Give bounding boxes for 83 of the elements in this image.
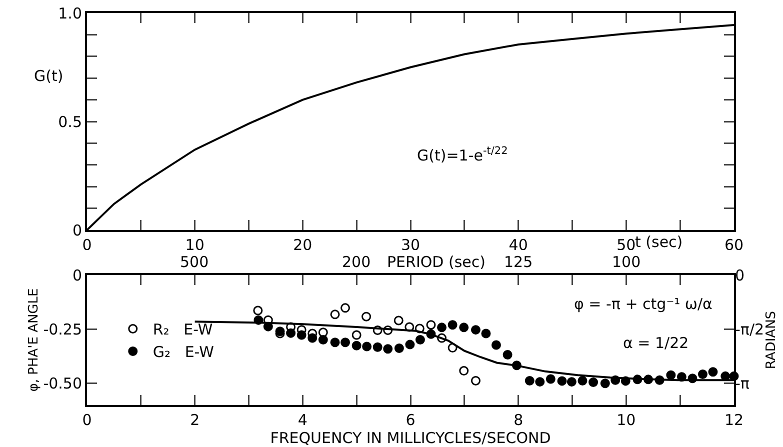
- y2-tick-label: -π/2: [735, 320, 764, 338]
- point: [330, 338, 340, 348]
- point: [448, 320, 458, 330]
- point: [340, 303, 350, 313]
- x-tick-label: 20: [293, 236, 312, 254]
- text: PERIOD (sec): [387, 253, 486, 271]
- point: [414, 324, 424, 334]
- point: [491, 340, 501, 350]
- point: [535, 377, 545, 387]
- point: [253, 306, 263, 316]
- point: [470, 325, 480, 335]
- point: [383, 326, 393, 335]
- y-tick-label: 0.5: [58, 112, 82, 131]
- point: [437, 322, 447, 332]
- point: [588, 378, 598, 387]
- x-tick-label: 10: [616, 411, 636, 429]
- x-axis-title: t (sec): [635, 233, 683, 251]
- y-tick-label: 0: [72, 266, 82, 284]
- point: [308, 333, 318, 343]
- x-tick-label: 10: [185, 236, 204, 254]
- y2-tick-label: 0: [735, 266, 745, 284]
- x-tick-label: 50: [616, 236, 636, 254]
- x-tick-label: 2: [190, 411, 200, 429]
- y-tick-label: 0: [72, 221, 82, 240]
- point: [330, 310, 340, 320]
- y-axis-title: φ, PHA'E ANGLE: [26, 288, 42, 392]
- point: [394, 343, 404, 353]
- point: [372, 342, 382, 352]
- x-tick-label: 30: [400, 236, 420, 254]
- point: [459, 366, 469, 376]
- annotation: φ = -π + ctg⁻¹ ω/α: [574, 295, 713, 313]
- legend-label: G₂ E-W: [152, 343, 214, 362]
- y2-axis-title: RADIANS: [764, 310, 780, 370]
- point: [296, 330, 306, 340]
- x-tick-label: 6: [406, 411, 416, 429]
- x-tick-label: 60: [724, 236, 744, 254]
- point: [318, 328, 328, 338]
- point: [557, 376, 567, 386]
- x-axis-title: FREQUENCY IN MILLICYCLES/SECOND: [270, 429, 551, 447]
- point: [383, 344, 393, 354]
- y-tick-label: -0.25: [43, 320, 82, 338]
- point: [578, 376, 588, 386]
- point: [318, 335, 328, 345]
- point: [666, 370, 676, 380]
- point: [524, 376, 534, 386]
- point: [600, 378, 610, 388]
- y-axis-title: G(t): [34, 67, 64, 85]
- point: [362, 312, 372, 322]
- point: [437, 333, 447, 343]
- point: [502, 350, 512, 360]
- point: [415, 335, 425, 345]
- annotation: G(t)=1-e$^{-t/22}$: [417, 145, 508, 164]
- y-tick-label: -0.50: [43, 374, 82, 393]
- point: [405, 340, 415, 350]
- y-tick-label: 1.0: [58, 4, 82, 22]
- text: 500: [180, 253, 209, 271]
- x-tick-label: 8: [514, 411, 524, 429]
- point: [394, 316, 404, 326]
- point: [481, 328, 491, 338]
- point: [546, 374, 556, 384]
- point: [470, 376, 480, 386]
- point: [352, 340, 362, 350]
- x-tick-label: 12: [724, 411, 744, 429]
- point: [362, 342, 372, 352]
- x-tick-label: 4: [298, 411, 308, 429]
- point: [372, 326, 382, 335]
- point: [340, 338, 350, 348]
- point: [352, 330, 362, 340]
- point: [698, 369, 708, 379]
- point: [404, 322, 414, 332]
- point: [708, 367, 718, 377]
- annotation: α = 1/22: [623, 334, 689, 352]
- x-tick-label: 40: [508, 236, 528, 254]
- text: 125: [504, 253, 533, 271]
- point: [426, 320, 436, 330]
- legend-label: R₂ E-W: [152, 320, 213, 339]
- text: 100: [612, 253, 641, 271]
- point: [566, 377, 576, 387]
- point: [448, 343, 458, 353]
- point: [286, 328, 296, 338]
- point: [459, 322, 469, 332]
- y2-tick-label: -π: [735, 374, 750, 393]
- text: 200: [342, 253, 371, 271]
